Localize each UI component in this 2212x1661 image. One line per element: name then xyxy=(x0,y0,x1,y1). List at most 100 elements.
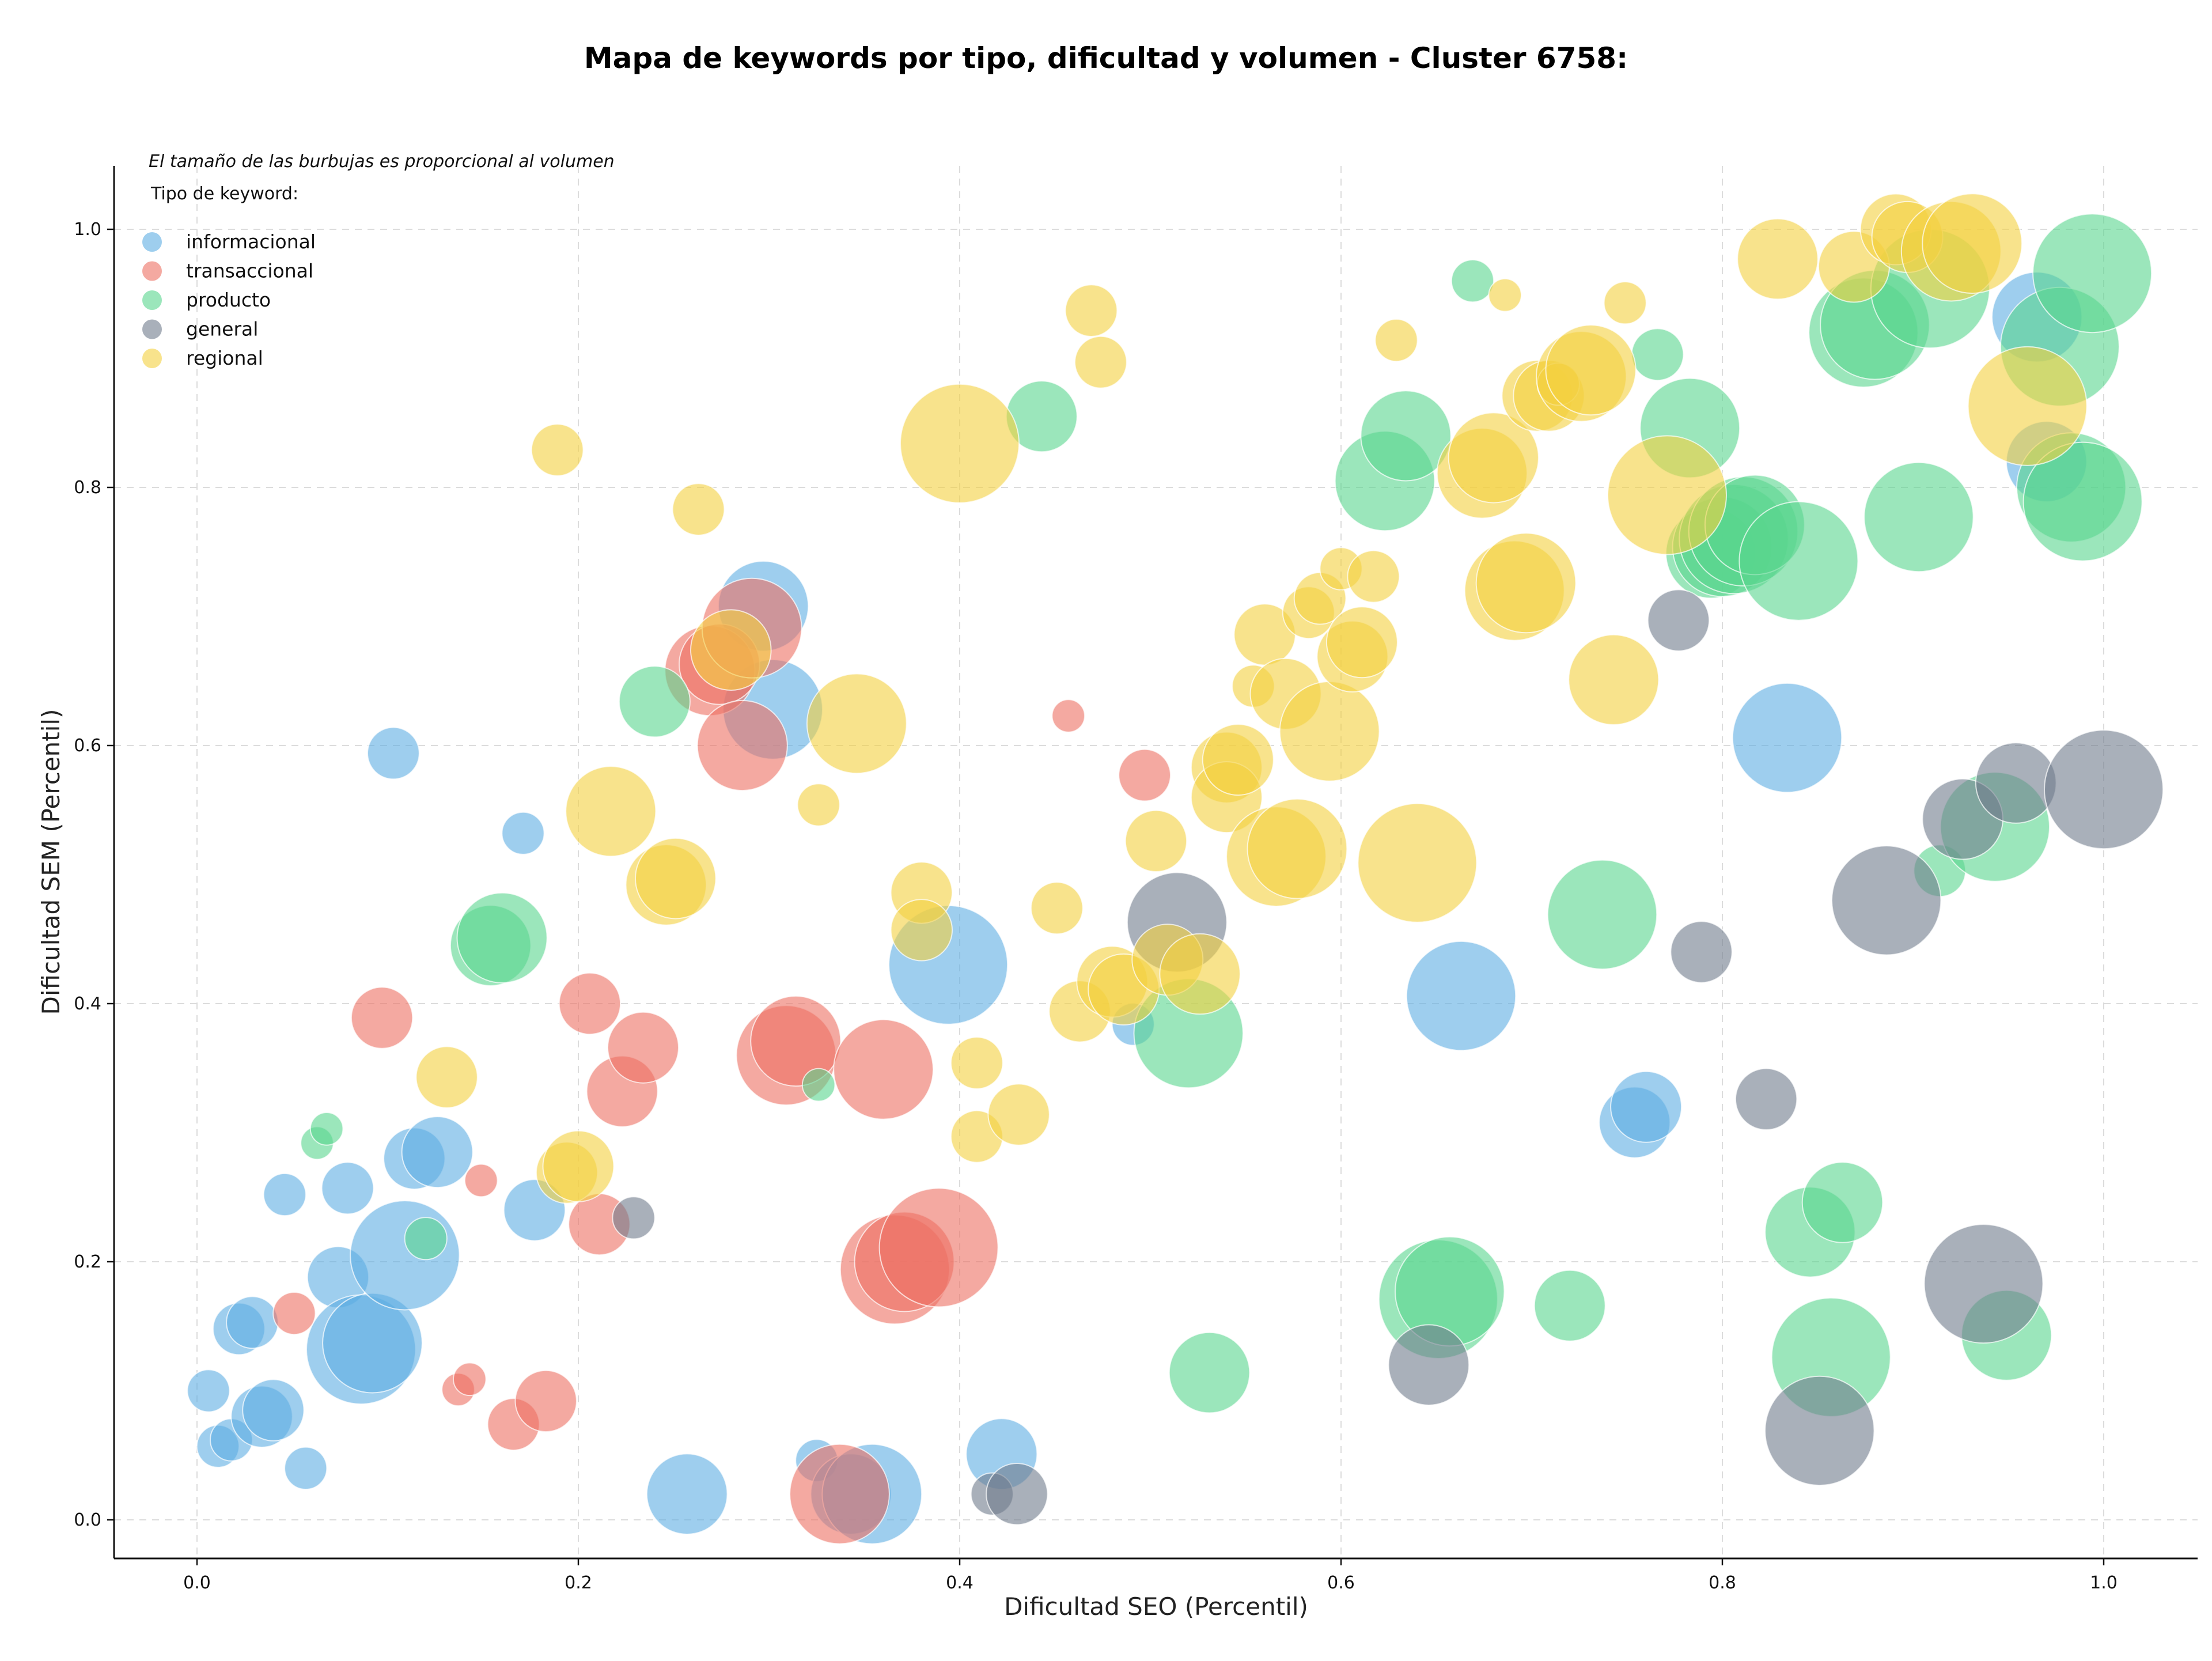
bubble-regional xyxy=(1475,532,1577,634)
legend-marker-producto xyxy=(142,290,162,310)
legend-label-producto: producto xyxy=(186,289,271,311)
bubble-producto xyxy=(618,665,691,738)
legend-label-transaccional: transaccional xyxy=(186,260,313,282)
x-tick-label: 0.8 xyxy=(1709,1573,1736,1593)
bubble-informacional xyxy=(226,1296,279,1349)
bubble-general xyxy=(612,1196,656,1240)
bubble-regional xyxy=(950,1036,1003,1089)
chart-title: Mapa de keywords por tipo, dificultad y … xyxy=(584,41,1628,75)
bubble-regional xyxy=(987,1083,1050,1146)
bubble-regional xyxy=(797,783,840,827)
bubble-general xyxy=(2044,729,2164,850)
bubble-informacional xyxy=(1610,1070,1683,1143)
bubble-regional xyxy=(1967,346,2088,466)
bubble-general xyxy=(1388,1324,1470,1406)
bubble-regional xyxy=(890,899,953,962)
bubble-regional xyxy=(415,1046,478,1108)
bubble-transaccional xyxy=(878,1187,999,1308)
y-tick-label: 0.6 xyxy=(74,736,101,756)
bubble-regional xyxy=(1357,803,1478,923)
x-axis-label: Dificultad SEO (Percentil) xyxy=(1004,1592,1308,1621)
legend-label-general: general xyxy=(186,318,258,340)
bubble-general xyxy=(986,1463,1048,1526)
bubble-producto xyxy=(1533,1269,1606,1342)
bubble-producto xyxy=(404,1217,448,1261)
bubble-general xyxy=(1923,1224,2044,1344)
bubble-regional xyxy=(1737,218,1819,300)
legend-marker-regional xyxy=(142,349,162,368)
bubble-transaccional xyxy=(1118,748,1171,802)
bubble-producto xyxy=(1450,259,1494,303)
bubble-regional xyxy=(1568,634,1660,725)
bubble-transaccional xyxy=(350,986,414,1049)
size-note: El tamaño de las burbujas es proporciona… xyxy=(149,152,615,172)
bubble-informacional xyxy=(646,1453,728,1535)
bubble-producto xyxy=(1547,859,1658,970)
bubble-informacional xyxy=(501,811,545,855)
bubble-transaccional xyxy=(750,995,842,1087)
bubble-producto xyxy=(309,1112,344,1146)
bubble-regional xyxy=(531,423,584,476)
bubble-transaccional xyxy=(453,1362,487,1397)
bubble-producto xyxy=(2032,213,2153,334)
bubble-general xyxy=(1764,1375,1875,1486)
bubble-general xyxy=(1670,921,1733,983)
bubble-regional xyxy=(1124,809,1188,873)
y-tick-label: 0.0 xyxy=(74,1510,101,1530)
bubble-informacional xyxy=(350,1200,460,1311)
bubble-transaccional xyxy=(696,699,788,792)
bubble-informacional xyxy=(284,1446,328,1490)
y-tick-label: 1.0 xyxy=(74,220,101,240)
bubble-producto xyxy=(456,892,548,983)
bubble-regional xyxy=(1545,324,1637,416)
bubble-regional xyxy=(1065,284,1118,337)
bubble-transaccional xyxy=(514,1369,577,1433)
x-tick-label: 0.4 xyxy=(946,1573,974,1593)
bubble-regional xyxy=(806,673,907,774)
bubble-general xyxy=(1734,1068,1798,1131)
bubble-regional xyxy=(1607,435,1727,555)
axis-ticks: 0.0 0.2 0.4 0.6 0.8 1.0 0.0 0.2 0.4 0.6 0.8 1.0 xyxy=(74,220,2118,1593)
x-tick-label: 0.2 xyxy=(565,1573,592,1593)
bubbles xyxy=(187,193,2164,1545)
bubble-informacional xyxy=(367,727,420,780)
bubble-transaccional xyxy=(464,1163,498,1198)
bubble-informacional xyxy=(263,1172,306,1217)
bubble-regional xyxy=(1279,681,1380,782)
legend-marker-general xyxy=(142,319,162,339)
bubble-informacional xyxy=(401,1116,474,1189)
bubble-regional xyxy=(672,483,725,536)
legend-marker-transaccional xyxy=(142,261,162,281)
bubble-informacional xyxy=(242,1379,305,1441)
bubble-informacional xyxy=(1732,682,1843,793)
bubble-regional xyxy=(1448,412,1539,504)
y-tick-label: 0.2 xyxy=(74,1252,101,1272)
bubble-producto xyxy=(1863,461,1974,573)
bubble-regional xyxy=(1347,550,1400,603)
bubble-regional xyxy=(565,766,657,857)
bubble-general xyxy=(1975,742,2057,824)
bubble-regional xyxy=(542,1130,615,1202)
bubble-transaccional xyxy=(789,1443,890,1545)
bubble-informacional xyxy=(187,1369,230,1413)
bubble-transaccional xyxy=(1051,699,1085,733)
bubble-regional xyxy=(900,383,1020,504)
legend-title: Tipo de keyword: xyxy=(150,184,298,204)
bubble-producto xyxy=(1168,1331,1251,1414)
bubble-general xyxy=(1647,589,1710,652)
bubble-informacional xyxy=(1406,940,1517,1051)
bubble-regional xyxy=(1603,281,1647,325)
bubble-transaccional xyxy=(272,1292,316,1335)
bubble-regional xyxy=(1325,606,1398,679)
legend: El tamaño de las burbujas es proporciona… xyxy=(142,152,615,369)
bubble-regional xyxy=(635,837,717,920)
bubble-producto xyxy=(801,1068,836,1102)
bubble-regional xyxy=(690,609,772,691)
bubble-producto xyxy=(1631,328,1684,381)
legend-marker-informacional xyxy=(142,232,162,252)
bubble-transaccional xyxy=(558,972,622,1035)
bubble-regional xyxy=(1202,724,1274,796)
y-axis-label: Dificultad SEM (Percentil) xyxy=(37,709,65,1015)
bubble-regional xyxy=(1922,193,2023,294)
